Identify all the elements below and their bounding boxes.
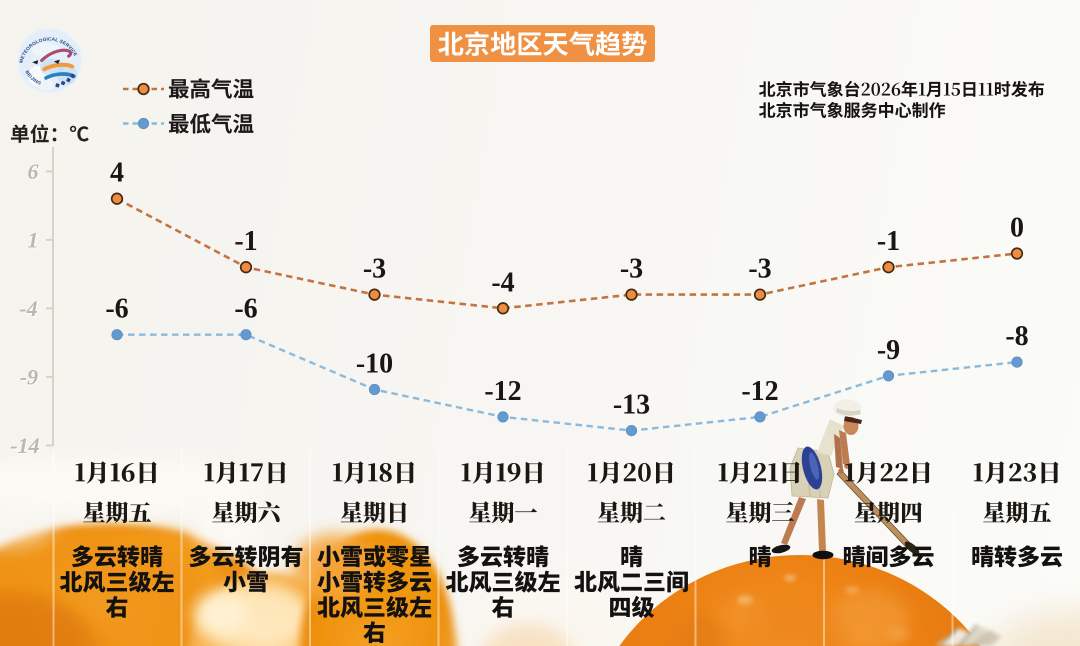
svg-text:-1: -1 bbox=[234, 226, 257, 257]
svg-text:-4: -4 bbox=[20, 297, 38, 322]
svg-text:-12: -12 bbox=[484, 376, 521, 407]
svg-text:-3: -3 bbox=[748, 254, 771, 285]
svg-text:-9: -9 bbox=[21, 365, 39, 390]
svg-text:-9: -9 bbox=[877, 335, 900, 366]
svg-text:-14: -14 bbox=[10, 433, 39, 458]
svg-text:-8: -8 bbox=[1005, 321, 1028, 352]
svg-text:-10: -10 bbox=[356, 349, 393, 380]
svg-text:-14: -14 bbox=[11, 434, 40, 459]
svg-text:1: 1 bbox=[29, 228, 40, 253]
svg-text:-1: -1 bbox=[877, 226, 900, 257]
svg-text:-12: -12 bbox=[741, 376, 778, 407]
svg-text:-4: -4 bbox=[19, 296, 37, 321]
svg-text:1: 1 bbox=[28, 227, 39, 252]
svg-text:-9: -9 bbox=[20, 364, 38, 389]
svg-text:-13: -13 bbox=[613, 390, 650, 421]
svg-text:6: 6 bbox=[28, 159, 39, 184]
svg-text:-6: -6 bbox=[105, 294, 128, 325]
svg-text:4: 4 bbox=[110, 158, 124, 189]
svg-text:-3: -3 bbox=[620, 254, 643, 285]
svg-text:-3: -3 bbox=[363, 254, 386, 285]
svg-text:6: 6 bbox=[29, 160, 40, 185]
svg-text:-4: -4 bbox=[491, 267, 514, 298]
svg-text:-6: -6 bbox=[234, 294, 257, 325]
svg-text:0: 0 bbox=[1010, 213, 1024, 244]
